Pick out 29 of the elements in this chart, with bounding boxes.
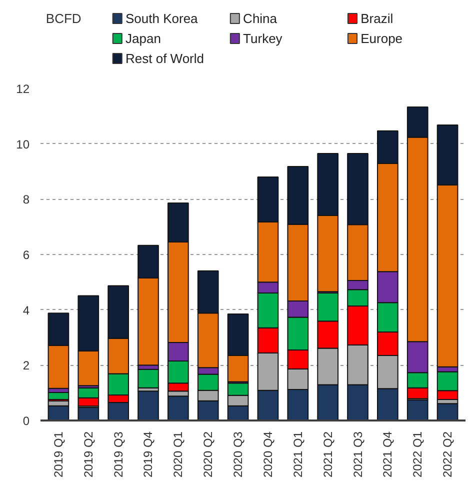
x-tick-label: 2021 Q1 (290, 431, 305, 478)
y-tick-label: 2 (22, 358, 30, 373)
x-tick-label: 2019 Q4 (141, 431, 156, 478)
legend-label: Brazil (360, 11, 394, 26)
x-tick-label: 2021 Q3 (350, 431, 365, 478)
x-tick-label: 2020 Q2 (201, 431, 216, 478)
x-tick-label: 2020 Q4 (260, 431, 275, 478)
legend-label: Japan (126, 31, 161, 46)
y-tick-label: 4 (22, 303, 30, 318)
legend-label: South Korea (126, 11, 199, 26)
x-tick-label: 2020 Q1 (171, 431, 186, 478)
y-tick-label: 8 (22, 192, 30, 207)
x-tick-label: 2019 Q2 (81, 431, 96, 478)
x-tick-label: 2022 Q1 (410, 431, 425, 478)
y-tick-label: 0 (22, 414, 30, 428)
x-tick-label: 2022 Q2 (440, 431, 455, 478)
x-tick-label: 2019 Q1 (51, 431, 66, 478)
legend-label: China (243, 11, 278, 26)
y-tick-label: 12 (16, 82, 30, 96)
legend-label: Rest of World (126, 51, 204, 66)
y-axis-title: BCFD (46, 11, 82, 26)
legend-label: Europe (360, 31, 403, 46)
x-tick-label: 2020 Q3 (231, 431, 246, 478)
legend-label: Turkey (243, 31, 283, 46)
x-tick-label: 2021 Q4 (380, 431, 395, 478)
x-tick-label: 2019 Q3 (111, 431, 126, 478)
y-tick-label: 10 (16, 137, 30, 152)
x-tick-label: 2021 Q2 (320, 431, 335, 478)
y-tick-label: 6 (22, 248, 30, 262)
